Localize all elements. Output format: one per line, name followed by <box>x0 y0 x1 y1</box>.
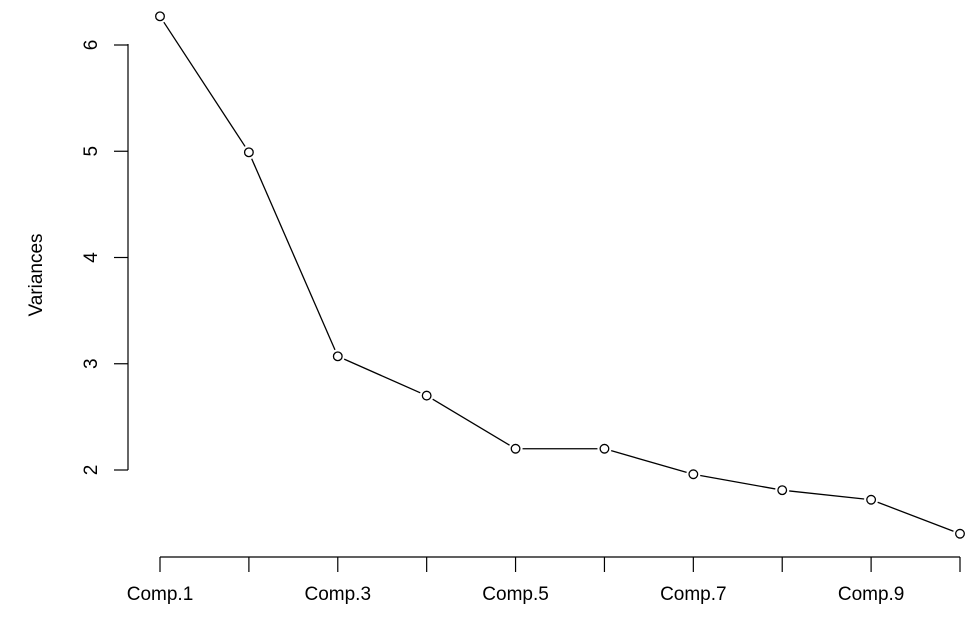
y-tick-label: 3 <box>81 358 102 369</box>
x-tick-label: Comp.7 <box>660 584 727 605</box>
data-point <box>599 443 610 454</box>
data-point <box>688 469 699 480</box>
data-point <box>243 147 254 158</box>
x-tick-label: Comp.5 <box>482 584 549 605</box>
y-tick-label: 2 <box>81 465 102 476</box>
y-axis-title: Variances <box>26 233 47 316</box>
x-axis: Comp.1 Comp.3 Comp.5 Comp.7 Comp.9 <box>127 556 961 605</box>
y-axis: 2 3 4 5 6 <box>81 40 129 476</box>
data-point <box>421 390 432 401</box>
data-point <box>332 351 343 362</box>
series-points <box>155 11 965 539</box>
series-segment <box>700 474 776 490</box>
y-tick-label: 6 <box>81 40 102 51</box>
series-segment <box>610 450 687 473</box>
series-segment <box>343 358 421 394</box>
series-line <box>163 21 954 532</box>
x-tick-label: Comp.9 <box>838 584 905 605</box>
data-point <box>866 494 877 505</box>
x-tick-label: Comp.3 <box>305 584 372 605</box>
series-segment <box>432 398 510 446</box>
y-tick-label: 5 <box>81 146 102 157</box>
data-point <box>155 11 165 22</box>
y-tick-label: 4 <box>81 252 102 263</box>
series-segment <box>251 158 336 351</box>
x-tick-label: Comp.1 <box>127 584 194 605</box>
data-point <box>955 528 965 539</box>
data-point <box>777 485 788 496</box>
series-segment <box>163 21 246 147</box>
data-point <box>510 443 521 454</box>
series-segment <box>877 501 954 532</box>
series-segment <box>789 490 865 500</box>
